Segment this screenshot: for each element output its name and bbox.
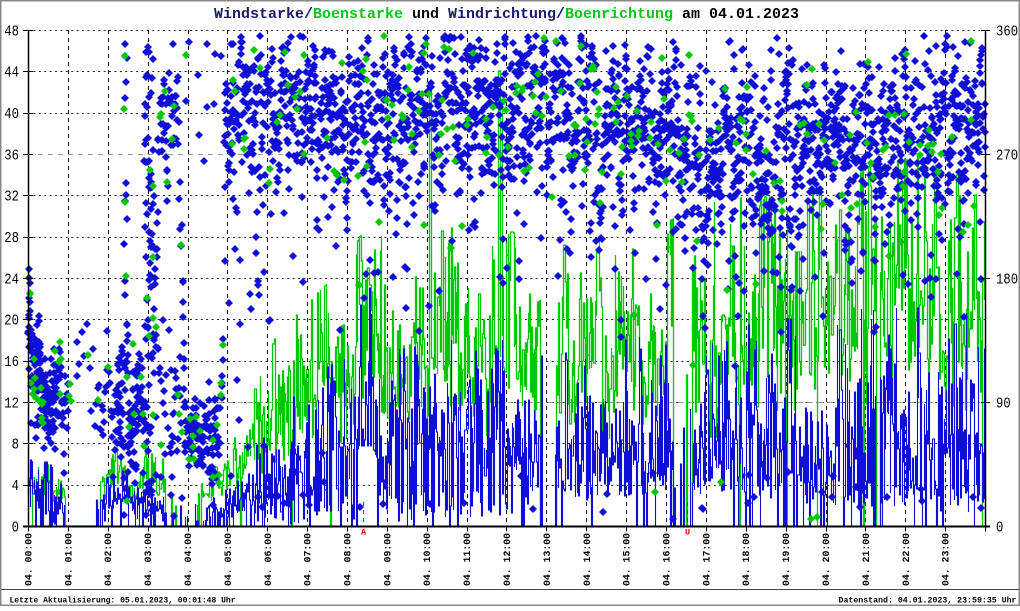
svg-text:04. 06:00: 04. 06:00 — [264, 533, 275, 586]
svg-text:04. 20:00: 04. 20:00 — [822, 533, 833, 586]
svg-text:20: 20 — [4, 313, 19, 330]
svg-text:0: 0 — [12, 519, 19, 536]
svg-text:04. 18:00: 04. 18:00 — [742, 533, 753, 586]
svg-text:40: 40 — [4, 106, 19, 123]
svg-text:04. 00:00: 04. 00:00 — [25, 533, 36, 586]
svg-text:04. 10:00: 04. 10:00 — [423, 533, 434, 586]
svg-text:360: 360 — [996, 23, 1018, 40]
svg-text:04. 07:00: 04. 07:00 — [304, 533, 315, 586]
svg-text:04. 17:00: 04. 17:00 — [702, 533, 713, 586]
svg-text:04. 22:00: 04. 22:00 — [902, 533, 913, 586]
svg-text:180: 180 — [996, 271, 1018, 288]
svg-text:8: 8 — [12, 437, 19, 454]
svg-text:Letzte Aktualisierung: 05.01.2: Letzte Aktualisierung: 05.01.2023, 00:01… — [10, 597, 236, 606]
svg-text:Datenstand: 04.01.2023, 23:59:: Datenstand: 04.01.2023, 23:59:35 Uhr — [839, 597, 1017, 606]
svg-text:04. 08:00: 04. 08:00 — [344, 533, 355, 586]
svg-text:270: 270 — [996, 147, 1018, 164]
svg-text:0: 0 — [996, 519, 1003, 536]
svg-text:90: 90 — [996, 395, 1011, 412]
svg-text:04. 03:00: 04. 03:00 — [144, 533, 155, 586]
svg-text:04. 14:00: 04. 14:00 — [583, 533, 594, 586]
svg-text:4: 4 — [12, 478, 19, 495]
svg-text:04. 01:00: 04. 01:00 — [64, 533, 75, 586]
svg-text:24: 24 — [4, 271, 19, 288]
svg-text:44: 44 — [4, 65, 19, 82]
svg-text:A: A — [361, 528, 367, 538]
svg-text:04. 13:00: 04. 13:00 — [543, 533, 554, 586]
svg-text:04. 12:00: 04. 12:00 — [503, 533, 514, 586]
svg-text:U: U — [685, 528, 690, 538]
svg-text:04. 05:00: 04. 05:00 — [224, 533, 235, 586]
svg-text:32: 32 — [4, 189, 19, 206]
svg-text:16: 16 — [4, 354, 19, 371]
svg-text:04. 16:00: 04. 16:00 — [663, 533, 674, 586]
svg-text:04. 23:00: 04. 23:00 — [942, 533, 953, 586]
svg-text:04. 09:00: 04. 09:00 — [383, 533, 394, 586]
svg-text:12: 12 — [4, 395, 19, 412]
svg-text:Windstarke/Boenstarke und Wind: Windstarke/Boenstarke und Windrichtung/B… — [214, 6, 799, 23]
svg-text:04. 02:00: 04. 02:00 — [104, 533, 115, 586]
svg-text:04. 15:00: 04. 15:00 — [623, 533, 634, 586]
svg-text:04. 11:00: 04. 11:00 — [463, 533, 474, 586]
svg-text:36: 36 — [4, 147, 19, 164]
svg-text:28: 28 — [4, 230, 19, 247]
svg-text:04. 19:00: 04. 19:00 — [782, 533, 793, 586]
svg-text:04. 04:00: 04. 04:00 — [184, 533, 195, 586]
svg-text:48: 48 — [4, 23, 19, 40]
svg-text:04. 21:00: 04. 21:00 — [862, 533, 873, 586]
